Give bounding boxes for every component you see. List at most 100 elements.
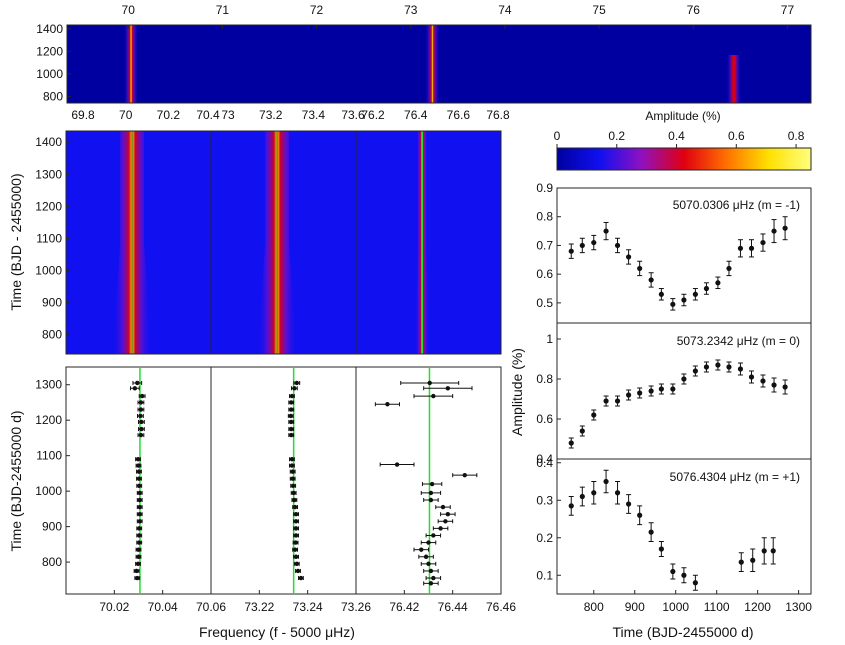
amp-point	[568, 248, 574, 254]
freq-point	[445, 511, 451, 517]
freq-point	[134, 568, 139, 574]
freq-point	[137, 504, 142, 510]
freq-point	[137, 483, 142, 489]
zoom-ylabel: Time (BJD - 2455000)	[8, 173, 24, 310]
amp-ytick-label: 0.9	[536, 181, 553, 195]
freq-point	[293, 540, 298, 545]
top-xtick-label: 75	[592, 3, 606, 17]
freq-point	[137, 533, 142, 538]
freq-point	[431, 393, 436, 399]
amp-ytick-label: 0.1	[536, 568, 553, 582]
freq-point	[438, 526, 443, 531]
amp-point	[782, 384, 788, 390]
freq-point	[288, 413, 293, 419]
freq-ytick-label: 1200	[35, 413, 62, 427]
freq-xtick-label: 73.24	[293, 600, 323, 614]
amp-point	[681, 297, 687, 303]
colorbar-tick-label: 0	[554, 129, 561, 143]
freq-point	[289, 400, 294, 405]
amp-point	[658, 546, 664, 552]
freq-point	[292, 497, 297, 503]
zoom-xtick-label: 73.4	[302, 108, 326, 122]
freq-xtick-label: 76.42	[389, 600, 419, 614]
freq-point	[289, 393, 295, 399]
freq-point	[138, 407, 144, 412]
freq-point	[136, 554, 141, 559]
freq-point	[293, 511, 299, 517]
freq-xtick-label: 70.06	[196, 600, 226, 614]
freq-point	[136, 476, 142, 481]
freq-point	[138, 432, 144, 438]
zoom-xtick-label: 70.4	[196, 108, 220, 122]
freq-xtick-label: 73.26	[341, 600, 371, 614]
freq-point	[289, 457, 295, 462]
amp-xtick-label: 1200	[744, 600, 771, 614]
amp-ytick-label: 0.4	[536, 452, 553, 466]
freq-point	[427, 380, 432, 386]
freq-point	[137, 511, 142, 517]
freq-xtick-label: 70.02	[99, 600, 129, 614]
freq-point	[291, 490, 296, 496]
freq-point	[445, 386, 451, 391]
freq-point	[135, 575, 140, 581]
amp-point	[637, 512, 643, 518]
zoom-xtick-label: 73	[221, 108, 235, 122]
zoom-spectrogram-background	[356, 131, 501, 354]
amp-xtick-label: 900	[625, 600, 645, 614]
zoom-xtick-label: 76.4	[404, 108, 428, 122]
amp-point	[738, 559, 744, 565]
amp-ytick-label: 0.7	[536, 238, 553, 252]
freq-point	[423, 554, 429, 559]
amp-ytick-label: 0.8	[536, 210, 553, 224]
zoom-xtick-label: 76.2	[361, 108, 385, 122]
amp-point	[770, 548, 776, 554]
amp-xtick-label: 800	[584, 600, 604, 614]
top-xtick-label: 71	[216, 3, 230, 17]
amp-point	[737, 366, 744, 372]
amp-point	[715, 280, 721, 286]
freq-xtick-label: 76.44	[438, 600, 468, 614]
amp-panel-label-2: 5073.2342 μHz (m = 0)	[677, 334, 800, 348]
top-xtick-label: 77	[781, 3, 795, 17]
amp-point	[591, 412, 597, 418]
amp-point	[625, 254, 632, 260]
top-ridge	[726, 55, 741, 103]
top-ytick-label: 800	[43, 89, 63, 103]
amp-point	[579, 493, 585, 500]
top-ridge	[425, 25, 440, 103]
top-xtick-label: 76	[687, 3, 701, 17]
zoom-ytick-label: 1300	[35, 167, 62, 181]
freq-point	[139, 419, 144, 425]
freq-point	[137, 526, 142, 531]
freq-point	[293, 519, 299, 524]
amp-panel-frame	[556, 322, 812, 460]
amp-point	[603, 478, 609, 485]
freq-ytick-label: 1300	[35, 378, 62, 392]
freq-point	[426, 540, 431, 545]
top-ridge	[124, 25, 139, 103]
freq-point	[428, 581, 434, 586]
freq-point	[293, 526, 299, 531]
colorbar-tick-label: 0.2	[608, 129, 625, 143]
freq-point	[135, 457, 141, 462]
freq-point	[138, 400, 144, 405]
amp-point	[591, 490, 597, 496]
zoom-xtick-label: 69.8	[71, 108, 95, 122]
freq-point	[431, 575, 436, 581]
freq-point	[440, 504, 446, 510]
amp-point	[681, 376, 687, 382]
amp-point	[625, 501, 632, 507]
freq-point	[429, 481, 435, 487]
top-xtick-label: 72	[310, 3, 324, 17]
amp-point	[760, 239, 766, 246]
amp-point	[703, 285, 710, 292]
amp-point	[760, 378, 766, 384]
amp-panel-label-1: 5070.0306 μHz (m = -1)	[673, 198, 800, 212]
zoom-xtick-label: 73.6	[341, 108, 365, 122]
freq-point	[290, 483, 296, 489]
amp-point	[737, 245, 744, 251]
amp-ytick-label: 0.8	[536, 372, 553, 386]
freq-point	[289, 407, 294, 412]
freq-point	[292, 386, 297, 391]
zoom-ytick-label: 900	[42, 296, 62, 310]
